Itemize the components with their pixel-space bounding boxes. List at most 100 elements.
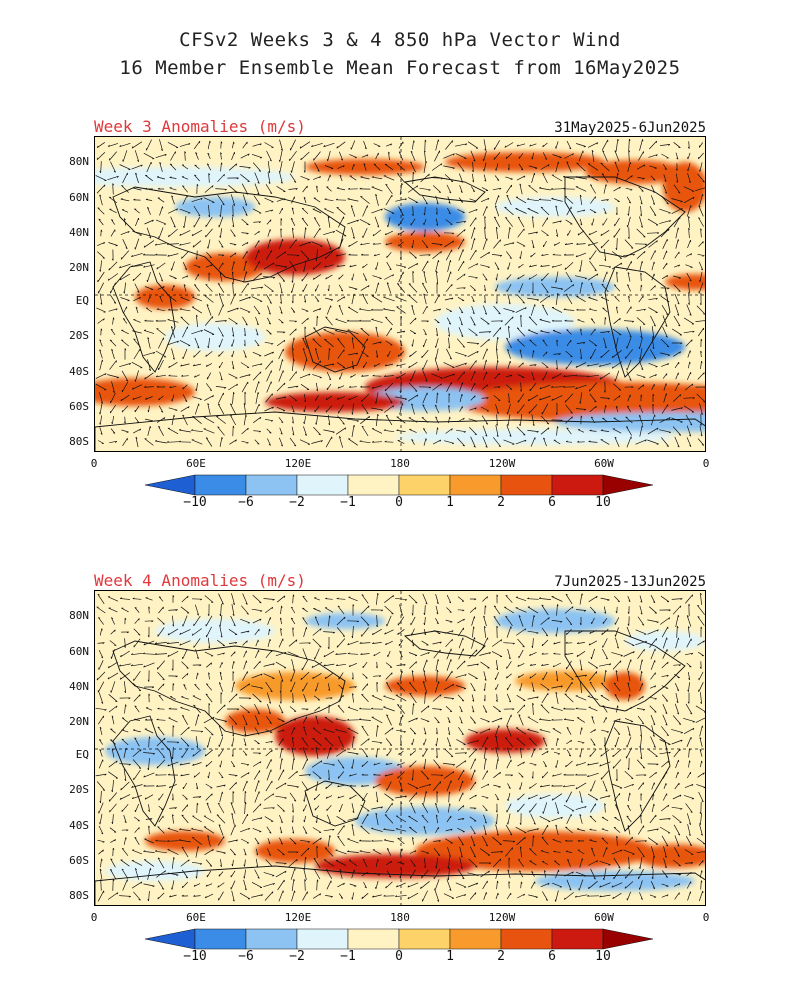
wind-arrow [555, 670, 559, 682]
wind-arrow [613, 383, 621, 391]
wind-arrow [279, 692, 282, 704]
wind-arrow [589, 681, 597, 693]
wind-arrow [110, 282, 116, 294]
wind-arrow [181, 696, 189, 700]
wind-arrow [336, 396, 346, 400]
wind-arrow [700, 350, 703, 358]
wind-arrow [553, 439, 561, 445]
wind-arrow [119, 597, 130, 600]
wind-arrow [157, 857, 165, 869]
wind-arrow [699, 414, 702, 426]
wind-arrow [279, 758, 283, 770]
wind-arrow [95, 373, 107, 379]
wind-arrow [133, 338, 141, 348]
wind-arrow [529, 264, 537, 268]
wind-arrow [515, 727, 527, 735]
wind-arrow [697, 604, 705, 615]
wind-arrow [491, 851, 504, 853]
wind-arrow [551, 784, 563, 787]
wind-arrow [385, 640, 393, 646]
wind-arrow [292, 227, 294, 239]
colorbar-label: −2 [289, 949, 305, 964]
wind-arrow [313, 793, 321, 801]
wind-arrow [266, 370, 272, 382]
wind-arrow [371, 740, 383, 744]
wind-arrow [541, 861, 549, 865]
wind-arrow [695, 320, 705, 322]
wind-arrow [278, 638, 284, 648]
wind-arrow [313, 217, 321, 227]
wind-arrow [337, 165, 345, 169]
wind-arrow [687, 824, 691, 837]
wind-arrow [396, 163, 406, 171]
wind-arrow [108, 196, 118, 204]
wind-arrow [495, 425, 499, 438]
wind-arrow [159, 139, 163, 151]
wind-arrow [349, 264, 357, 268]
wind-arrow [167, 308, 178, 311]
wind-arrow [674, 673, 680, 679]
wind-arrow [303, 693, 307, 703]
wind-arrow [423, 206, 426, 216]
wind-arrow [324, 198, 334, 202]
wind-arrow [279, 826, 283, 834]
wind-arrow [588, 230, 598, 236]
wind-arrow [231, 593, 235, 606]
wind-arrow [229, 243, 237, 246]
wind-arrow [119, 895, 131, 898]
wind-arrow [590, 318, 596, 324]
wind-arrow [564, 653, 574, 655]
wind-arrow [303, 867, 307, 880]
wind-arrow [687, 682, 690, 692]
wind-arrow [108, 760, 118, 768]
wind-arrow [578, 260, 583, 272]
wind-arrow [613, 792, 621, 802]
wind-arrow [419, 254, 431, 257]
wind-arrow [351, 403, 354, 415]
wind-arrow [445, 828, 453, 832]
wind-arrow [371, 806, 383, 810]
wind-arrow [119, 142, 131, 148]
wind-arrow [132, 272, 142, 282]
wind-arrow [121, 717, 129, 723]
wind-arrow [482, 348, 488, 360]
wind-arrow [143, 686, 155, 689]
wind-arrow [600, 695, 610, 701]
wind-arrow [142, 253, 156, 256]
wind-arrow [529, 339, 537, 347]
wind-arrow [651, 857, 654, 869]
wind-arrow [107, 143, 119, 147]
wind-arrow [395, 694, 407, 702]
wind-arrow [325, 795, 333, 799]
wind-arrow [565, 593, 573, 605]
wind-arrow [352, 693, 354, 703]
wind-arrow [219, 205, 222, 218]
wind-arrow [168, 228, 178, 238]
wind-arrow [254, 381, 260, 393]
wind-arrow [166, 642, 180, 644]
wind-arrow [613, 857, 621, 869]
wind-arrow [423, 160, 427, 173]
wind-arrow [291, 271, 294, 283]
wind-arrow [172, 683, 175, 691]
wind-arrow [121, 803, 129, 813]
wind-arrow [218, 216, 224, 228]
wind-arrow [143, 152, 155, 160]
wind-arrow [240, 762, 250, 766]
wind-arrow [554, 860, 560, 866]
wind-arrow [494, 262, 500, 270]
wind-arrow [166, 243, 179, 245]
wind-arrow [359, 440, 371, 444]
wind-arrow [372, 849, 382, 855]
wind-arrow [337, 415, 345, 425]
wind-arrow [279, 617, 283, 625]
wind-arrow [327, 683, 331, 691]
wind-arrow [614, 804, 620, 812]
wind-arrow [479, 728, 491, 734]
wind-arrow [481, 736, 489, 748]
wind-arrow [196, 183, 199, 194]
wind-arrow [99, 349, 103, 359]
wind-arrow [95, 175, 107, 182]
wind-arrow [181, 673, 189, 679]
wind-arrow [586, 374, 599, 378]
